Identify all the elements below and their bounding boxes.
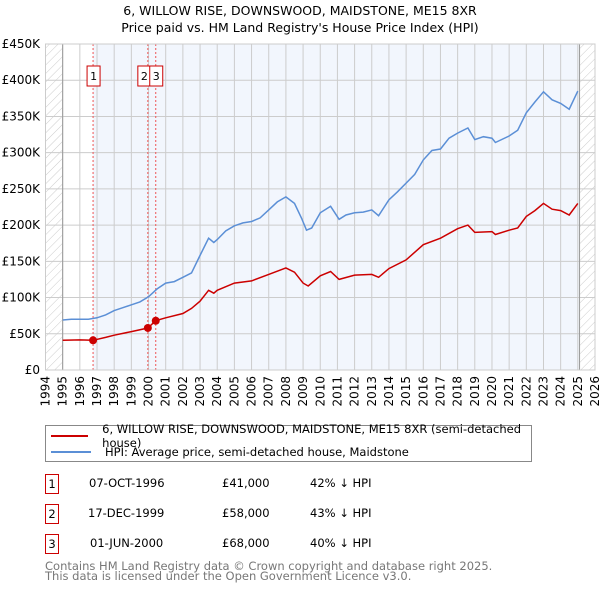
y-tick-label: £450K [2,37,42,51]
sale-marker-badge: 2 [45,504,59,524]
sale-badge-label: 2 [141,70,148,83]
sale-point [143,323,152,332]
x-tick-label: 2002 [176,376,190,407]
x-tick-label: 2022 [519,376,533,407]
sale-badge-box [149,65,164,87]
x-tick-label: 2019 [468,376,482,407]
x-tick-label: 2001 [159,376,173,407]
x-tick-label: 1994 [39,376,53,407]
x-tick-label: 2006 [245,376,259,407]
x-tick-label: 2013 [365,376,379,407]
sale-price: £58,000 [222,506,270,520]
x-tick-label: 2012 [348,376,362,407]
footer-copyright: Contains HM Land Registry data © Crown c… [45,559,493,573]
hpi-line [62,90,579,321]
sale-date: 01-JUN-2000 [90,536,164,550]
x-tick-label: 1999 [124,376,138,407]
x-tick-label: 1996 [73,376,87,407]
sale-hpi-diff: 43% ↓ HPI [310,506,372,520]
sale-date: 07-OCT-1996 [89,476,165,490]
x-tick-label: 1995 [56,376,70,407]
y-tick-label: £350K [2,109,42,123]
x-tick-label: 2005 [227,376,241,407]
y-tick-label: £200K [2,218,42,232]
x-tick-label: 2004 [210,376,224,407]
x-tick-label: 2010 [313,376,327,407]
legend-label: HPI: Average price, semi-detached house,… [105,445,409,459]
table-row: 2 17-DEC-1999 £58,000 43% ↓ HPI [45,504,545,524]
sale-hpi-diff: 40% ↓ HPI [310,536,372,550]
x-tick-label: 2021 [502,376,516,407]
table-row: 3 01-JUN-2000 £68,000 40% ↓ HPI [45,534,545,554]
sale-date: 17-DEC-1999 [88,506,165,520]
x-tick-label: 2000 [142,376,156,407]
legend-item-property: 6, WILLOW RISE, DOWNSWOOD, MAIDSTONE, ME… [46,422,531,450]
x-tick-label: 2003 [193,376,207,407]
table-row: 1 07-OCT-1996 £41,000 42% ↓ HPI [45,474,545,494]
sale-price: £41,000 [222,476,270,490]
x-tick-label: 2009 [296,376,310,407]
sale-point [151,316,160,325]
legend-item-hpi: HPI: Average price, semi-detached house,… [46,444,409,460]
chart-title: 6, WILLOW RISE, DOWNSWOOD, MAIDSTONE, ME… [123,3,477,18]
y-tick-label: £300K [2,146,42,160]
no-data-hatch-right [579,44,595,370]
chart-subtitle: Price paid vs. HM Land Registry's House … [121,20,478,35]
plot-border [45,43,596,371]
y-tick-label: £100K [2,291,42,305]
legend-swatch-blue [51,451,91,453]
sale-price: £68,000 [222,536,270,550]
x-tick-label: 2024 [554,376,568,407]
no-data-hatch-left [45,44,63,370]
x-tick-label: 1997 [90,376,104,407]
price-paid-line [62,202,579,342]
x-tick-label: 2016 [416,376,430,407]
x-tick-label: 2023 [536,376,550,407]
x-tick-label: 2020 [485,376,499,407]
y-tick-label: £250K [2,182,42,196]
sale-badge-label: 3 [153,70,160,83]
sale-marker-badge: 1 [45,474,59,494]
x-tick-label: 2017 [433,376,447,407]
sale-point [89,336,98,345]
y-tick-label: £150K [2,254,42,268]
x-tick-label: 2014 [382,376,396,407]
chart-legend: 6, WILLOW RISE, DOWNSWOOD, MAIDSTONE, ME… [45,422,532,462]
sale-badge-box [86,65,101,87]
footer-licence: This data is licensed under the Open Gov… [45,569,412,583]
x-tick-label: 2018 [451,376,465,407]
x-tick-label: 1998 [107,376,121,407]
x-tick-label: 2007 [262,376,276,407]
sale-hpi-diff: 42% ↓ HPI [310,476,372,490]
x-tick-label: 2008 [279,376,293,407]
x-tick-label: 2015 [399,376,413,407]
sale-marker-badge: 3 [45,534,59,554]
legend-swatch-red [51,435,89,437]
price-chart: 6, WILLOW RISE, DOWNSWOOD, MAIDSTONE, ME… [2,3,600,407]
y-tick-label: £0 [25,363,40,377]
sale-badge-label: 1 [90,70,97,83]
legend-label: 6, WILLOW RISE, DOWNSWOOD, MAIDSTONE, ME… [102,422,522,450]
x-tick-label: 2026 [588,376,600,407]
y-tick-label: £50K [9,327,41,341]
x-tick-label: 2025 [571,376,585,407]
y-tick-label: £400K [2,73,42,87]
x-tick-label: 2011 [330,376,344,407]
